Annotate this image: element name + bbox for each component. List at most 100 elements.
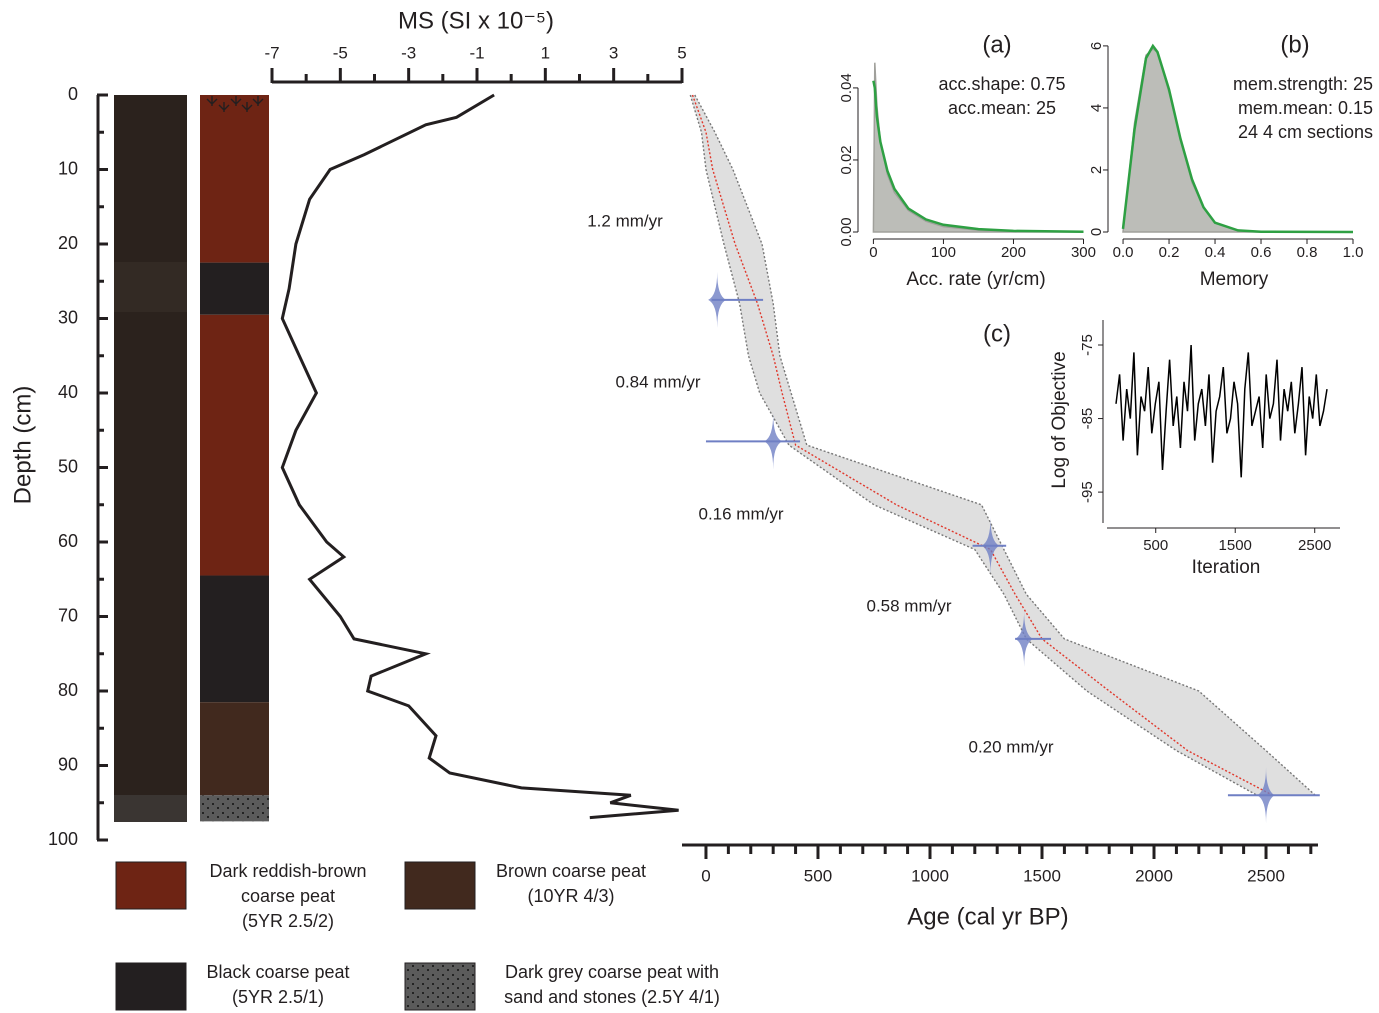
panel-note: 24 4 cm sections — [1238, 122, 1373, 142]
y-axis-title: Depth (cm) — [9, 386, 36, 505]
y-tick-label: 20 — [58, 233, 78, 253]
envelope-max — [694, 94, 1316, 796]
lithology-unit — [200, 795, 269, 822]
y-tick-label: 6 — [1088, 42, 1105, 50]
y-tick-label: 40 — [58, 382, 78, 402]
x-tick-label: -7 — [264, 43, 279, 62]
x-tick-label: 500 — [1143, 537, 1168, 554]
x-tick-label: 0 — [869, 244, 877, 261]
x-axis-title: MS (SI x 10⁻⁵) — [398, 7, 554, 34]
panel-label: (c) — [983, 320, 1011, 347]
x-tick-label: 0.4 — [1205, 244, 1226, 261]
x-tick-label: 0.0 — [1113, 244, 1134, 261]
y-tick-label: 2 — [1088, 166, 1105, 174]
x-tick-label: 500 — [804, 866, 832, 885]
x-tick-label: 300 — [1071, 244, 1096, 261]
x-tick-label: 200 — [1001, 244, 1026, 261]
rate-label: 0.58 mm/yr — [866, 596, 951, 615]
x-axis-title: Memory — [1200, 269, 1269, 290]
x-tick-label: 0 — [701, 866, 710, 885]
y-tick-label: 60 — [58, 531, 78, 551]
trace-line — [1115, 344, 1328, 478]
core-photo-band — [114, 795, 187, 822]
legend-swatch — [404, 861, 476, 910]
legend-label: sand and stones (2.5Y 4/1) — [504, 987, 720, 1007]
x-tick-label: 0.2 — [1159, 244, 1180, 261]
x-tick-label: 1500 — [1023, 866, 1061, 885]
x-axis-title: Iteration — [1192, 557, 1261, 578]
y-tick-label: 4 — [1088, 104, 1105, 112]
y-tick-label: -75 — [1079, 334, 1096, 356]
x-tick-label: 1000 — [911, 866, 949, 885]
y-tick-label: 80 — [58, 680, 78, 700]
core-photo — [114, 95, 187, 822]
panel-note: acc.mean: 25 — [948, 98, 1056, 118]
date-distribution — [1015, 610, 1034, 667]
date-distribution — [981, 517, 1000, 574]
lithology-unit — [200, 314, 269, 576]
lithology-unit — [200, 575, 269, 703]
y-tick-label: 0.04 — [838, 73, 855, 102]
x-tick-label: 1.0 — [1343, 244, 1364, 261]
lithology-unit — [200, 95, 269, 263]
ms-line — [280, 93, 679, 820]
legend-swatch — [115, 962, 187, 1011]
confidence-band — [690, 95, 1316, 796]
panel-label: (a) — [982, 31, 1011, 58]
y-tick-label: 90 — [58, 754, 78, 774]
x-tick-label: 1 — [541, 43, 550, 62]
legend-swatch — [404, 962, 476, 1011]
y-axis-title: Log of Objective — [1049, 351, 1070, 488]
x-tick-label: 2500 — [1247, 866, 1285, 885]
y-tick-label: 0 — [68, 84, 78, 104]
y-tick-label: 0 — [1088, 228, 1105, 236]
legend-label: (5YR 2.5/1) — [232, 987, 324, 1007]
core-photo-band — [114, 262, 187, 312]
prior-line — [872, 80, 1084, 234]
panel-label: (b) — [1280, 31, 1309, 58]
x-tick-label: 2000 — [1135, 866, 1173, 885]
x-tick-label: -5 — [333, 43, 348, 62]
legend-label: Brown coarse peat — [496, 861, 646, 881]
legend-label: (10YR 4/3) — [527, 886, 614, 906]
legend-label: Dark reddish-brown — [209, 861, 366, 881]
prior-line — [1121, 43, 1354, 234]
y-tick-label: -95 — [1079, 481, 1096, 503]
rate-label: 0.20 mm/yr — [968, 737, 1053, 756]
y-tick-label: 100 — [48, 829, 78, 849]
legend-swatch — [115, 861, 187, 910]
legend-label: Dark grey coarse peat with — [505, 962, 719, 982]
x-tick-label: 0.6 — [1251, 244, 1272, 261]
y-tick-label: -85 — [1079, 408, 1096, 430]
x-tick-label: 100 — [931, 244, 956, 261]
panel-note: mem.mean: 0.15 — [1238, 98, 1373, 118]
x-tick-label: 1500 — [1219, 537, 1252, 554]
lithology-unit — [200, 262, 269, 315]
envelope-min — [689, 94, 1258, 796]
lithology-unit — [200, 702, 269, 796]
date-distribution — [764, 413, 783, 470]
x-tick-label: -1 — [469, 43, 484, 62]
date-distribution — [1257, 767, 1276, 824]
mean-line — [691, 94, 1274, 796]
x-axis-title: Acc. rate (yr/cm) — [906, 269, 1045, 290]
x-axis-title: Age (cal yr BP) — [907, 903, 1068, 930]
y-tick-label: 0.00 — [838, 217, 855, 246]
legend-label: (5YR 2.5/2) — [242, 911, 334, 931]
y-tick-label: 10 — [58, 158, 78, 178]
y-tick-label: 0.02 — [838, 145, 855, 174]
rate-label: 0.84 mm/yr — [615, 372, 700, 391]
y-tick-label: 30 — [58, 307, 78, 327]
rootlet-symbols — [206, 96, 264, 112]
x-tick-label: 5 — [677, 43, 686, 62]
rate-label: 0.16 mm/yr — [698, 504, 783, 523]
panel-note: mem.strength: 25 — [1233, 74, 1373, 94]
legend-label: Black coarse peat — [206, 962, 349, 982]
x-tick-label: 0.8 — [1297, 244, 1318, 261]
rate-label: 1.2 mm/yr — [587, 211, 663, 230]
date-distribution — [708, 271, 727, 328]
y-tick-label: 70 — [58, 605, 78, 625]
panel-note: acc.shape: 0.75 — [938, 74, 1065, 94]
x-tick-label: 3 — [609, 43, 618, 62]
